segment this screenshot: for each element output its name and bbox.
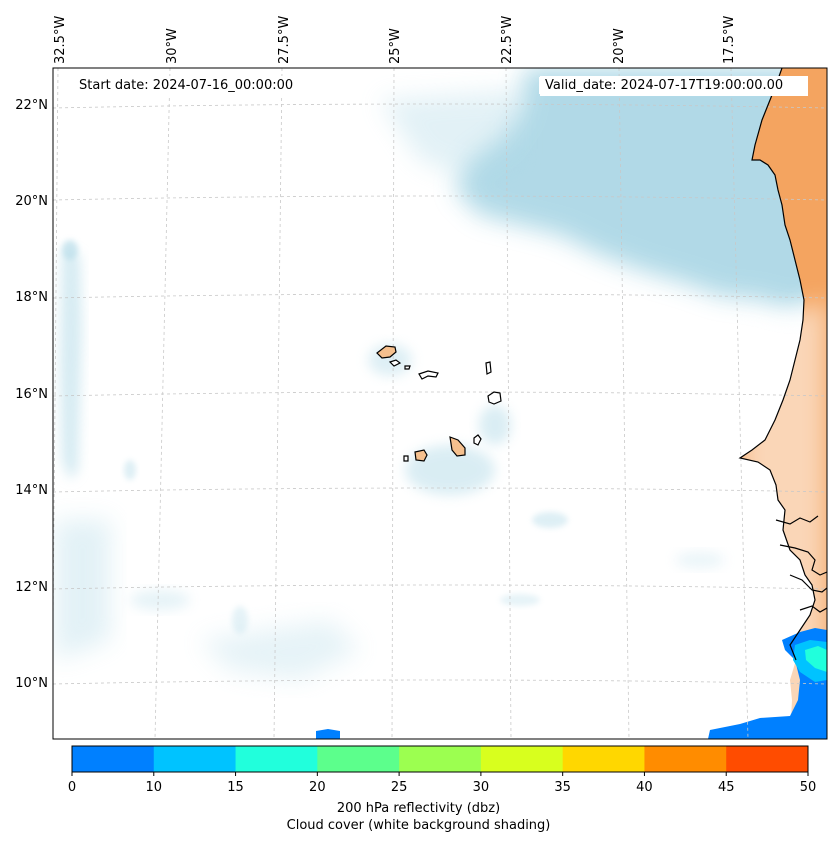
cloud-small-2	[130, 590, 190, 610]
reflectivity-west-blob	[316, 729, 340, 739]
meridian-17-5w	[730, 68, 749, 739]
valid-date-label: Valid_date: 2024-07-17T19:00:00.00	[539, 77, 790, 94]
lon-label-32-5w: 32.5°W	[53, 15, 68, 64]
parallel-12n	[53, 584, 827, 590]
island-brava	[403, 455, 409, 462]
cloud-south-band	[200, 620, 360, 680]
colorbar-swatch	[317, 746, 400, 772]
gridlines	[53, 68, 827, 739]
colorbar-swatch	[235, 746, 318, 772]
meridian-25w	[391, 68, 395, 739]
lat-label-18n: 18°N	[15, 290, 48, 305]
island-santiago	[449, 436, 466, 457]
lon-label-17-5w: 17.5°W	[722, 15, 737, 64]
colorbar-tick-label: 10	[145, 780, 163, 795]
colorbar-tick-label: 0	[67, 780, 77, 795]
lon-label-27-5w: 27.5°W	[277, 15, 292, 64]
colorbar-tick-label: 30	[472, 780, 490, 795]
lat-label-22n: 22°N	[15, 98, 48, 113]
meridian-22-5w	[505, 68, 512, 739]
meridian-27-5w	[273, 68, 283, 739]
colorbar-swatch	[562, 746, 645, 772]
parallel-20n	[53, 195, 827, 201]
cloud-band-north	[455, 68, 827, 310]
island-sao-vicente	[388, 359, 402, 367]
island-santo-antao	[376, 345, 397, 359]
cape-verde-islands	[376, 345, 502, 462]
cloud-small-4	[232, 606, 248, 634]
colorbar-swatch	[726, 746, 809, 772]
africa-coastline	[738, 68, 816, 661]
colorbar	[72, 746, 809, 772]
meridian-30w	[154, 68, 171, 739]
parallel-16n	[53, 391, 827, 397]
cloud-band-west-edge	[60, 250, 82, 480]
guinea-south-coast	[799, 605, 827, 613]
island-santa-luzia	[404, 365, 411, 370]
island-fogo	[414, 449, 428, 462]
parallel-10n	[53, 679, 827, 685]
colorbar-frame	[71, 745, 809, 773]
colorbar-swatch	[480, 746, 564, 772]
lat-label-20n: 20°N	[15, 194, 48, 209]
colorbar-swatch	[72, 746, 155, 772]
guinea-islands-coast	[789, 574, 827, 593]
colorbar-ticks	[71, 772, 809, 776]
colorbar-swatch	[153, 746, 237, 772]
colorbar-tick-label: 15	[227, 780, 244, 795]
start-date-label: Start date: 2024-07-16_00:00:00	[73, 77, 300, 94]
island-maio	[473, 434, 482, 446]
lon-label-22-5w: 22.5°W	[500, 15, 515, 64]
parallel-14n	[53, 487, 827, 493]
lon-label-25w: 25°W	[388, 28, 403, 64]
colorbar-tick-label: 35	[554, 780, 571, 795]
cloud-small-1	[532, 512, 568, 528]
lon-label-20w: 20°W	[612, 28, 627, 64]
lon-label-30w: 30°W	[165, 28, 180, 64]
cloud-small-6	[500, 594, 540, 606]
island-sao-nicolau	[418, 370, 439, 380]
cloud-small-5	[62, 240, 78, 260]
cloud-small-3	[124, 460, 136, 480]
lat-label-12n: 12°N	[15, 580, 48, 595]
colorbar-tick-label: 25	[390, 780, 408, 795]
cloud-southwest-patch	[55, 520, 110, 660]
colorbar-swatch	[399, 746, 482, 772]
colorbar-tick-label: 20	[309, 780, 326, 795]
map-frame	[52, 67, 828, 740]
cloud-cape-verde-south	[405, 445, 495, 495]
cloud-small-7	[675, 552, 725, 568]
parallel-18n	[53, 293, 827, 299]
lat-label-10n: 10°N	[15, 676, 48, 691]
cloud-band-northwest	[380, 90, 520, 180]
gambia-river-coast	[775, 515, 819, 525]
lat-label-16n: 16°N	[15, 387, 48, 402]
colorbar-label-reflectivity: 200 hPa reflectivity (dbz)	[336, 801, 501, 816]
meridian-20w	[618, 68, 630, 739]
guinea-bissau-coast	[779, 544, 827, 576]
colorbar-tick-label: 45	[717, 780, 735, 795]
lat-label-14n: 14°N	[15, 483, 48, 498]
island-sal	[485, 361, 492, 375]
colorbar-tick-label: 50	[799, 780, 817, 795]
island-boa-vista	[487, 391, 502, 405]
colorbar-label-cloud-cover: Cloud cover (white background shading)	[286, 818, 551, 833]
colorbar-swatch	[644, 746, 727, 772]
parallel-22n	[53, 103, 827, 109]
colorbar-tick-label: 40	[636, 780, 653, 795]
cloud-cape-verde-east	[479, 405, 511, 445]
reflectivity-east-peak	[805, 646, 827, 672]
coastlines	[738, 68, 827, 661]
cloud-cover-shading	[55, 68, 827, 680]
